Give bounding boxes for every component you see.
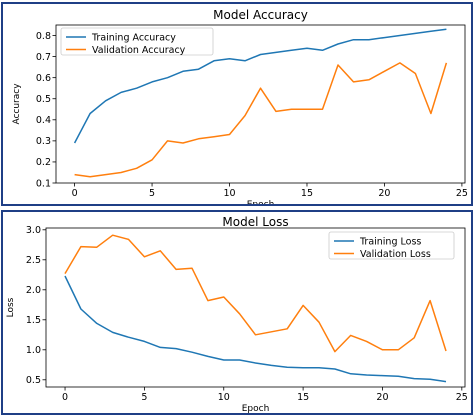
validation-accuracy-line xyxy=(74,62,448,178)
plot-area xyxy=(55,24,466,184)
y-tick-label: 0.1 xyxy=(36,178,51,189)
y-tick-label: 0.8 xyxy=(36,31,51,42)
x-tick-label: 20 xyxy=(378,188,390,199)
y-tick-label: 0.4 xyxy=(36,115,51,126)
y-tick-label: 0.6 xyxy=(36,73,51,84)
chart-title: Model Accuracy xyxy=(213,8,308,22)
validation-loss-line xyxy=(64,234,447,353)
y-tick-label: 0.5 xyxy=(26,375,41,386)
y-tick-label: 1.0 xyxy=(26,345,41,356)
training-loss-line xyxy=(64,275,447,383)
loss-chart-frame: Model Loss 0 5 10 15 20 25 0.5 1.0 1.5 2.0 2.5 3.0 Ep… xyxy=(1,210,473,415)
y-tick-label: 2.0 xyxy=(26,285,41,296)
legend-box xyxy=(328,231,455,260)
legend-box xyxy=(60,27,214,56)
plot-area xyxy=(45,227,466,388)
training-accuracy-line xyxy=(73,28,447,144)
y-tick-label: 1.5 xyxy=(26,315,41,326)
x-axis-label: Epoch xyxy=(242,404,270,413)
x-tick-label: 15 xyxy=(301,188,313,199)
chart-title: Model Loss xyxy=(222,215,288,229)
y-tick-label: 0.7 xyxy=(36,52,51,63)
x-tick-label: 20 xyxy=(376,392,388,403)
legend-label-validation-loss: Validation Loss xyxy=(360,249,431,260)
x-tick-label: 0 xyxy=(72,188,78,199)
x-tick-label: 25 xyxy=(456,392,468,403)
x-tick-label: 10 xyxy=(218,392,230,403)
legend-label-training-loss: Training Loss xyxy=(359,236,421,247)
loss-chart: Model Loss 0 5 10 15 20 25 0.5 1.0 1.5 2.0 2.5 3.0 Ep… xyxy=(6,215,468,413)
x-tick-label: 5 xyxy=(141,392,147,403)
y-tick-label: 0.5 xyxy=(36,94,51,105)
y-axis-label: Loss xyxy=(6,297,16,317)
y-tick-label: 0.2 xyxy=(36,157,51,168)
y-axis-label: Accuracy xyxy=(12,83,22,125)
legend-label-training-accuracy: Training Accuracy xyxy=(91,32,176,43)
y-tick-label: 3.0 xyxy=(26,225,41,236)
x-tick-label: 0 xyxy=(62,392,68,403)
y-tick-label: 0.3 xyxy=(36,136,51,147)
x-tick-label: 25 xyxy=(456,188,468,199)
x-tick-label: 5 xyxy=(149,188,155,199)
legend-label-validation-accuracy: Validation Accuracy xyxy=(92,45,186,56)
accuracy-chart-frame: Model Accuracy 0 5 10 15 20 25 0.1 0.2 0.3 0.4 0.5 0… xyxy=(1,2,473,206)
y-tick-label: 2.5 xyxy=(26,255,41,266)
accuracy-chart: Model Accuracy 0 5 10 15 20 25 0.1 0.2 0.3 0.4 0.5 0… xyxy=(12,8,468,204)
x-axis-label: Epoch xyxy=(247,200,275,204)
x-tick-label: 10 xyxy=(223,188,235,199)
x-tick-label: 15 xyxy=(297,392,309,403)
